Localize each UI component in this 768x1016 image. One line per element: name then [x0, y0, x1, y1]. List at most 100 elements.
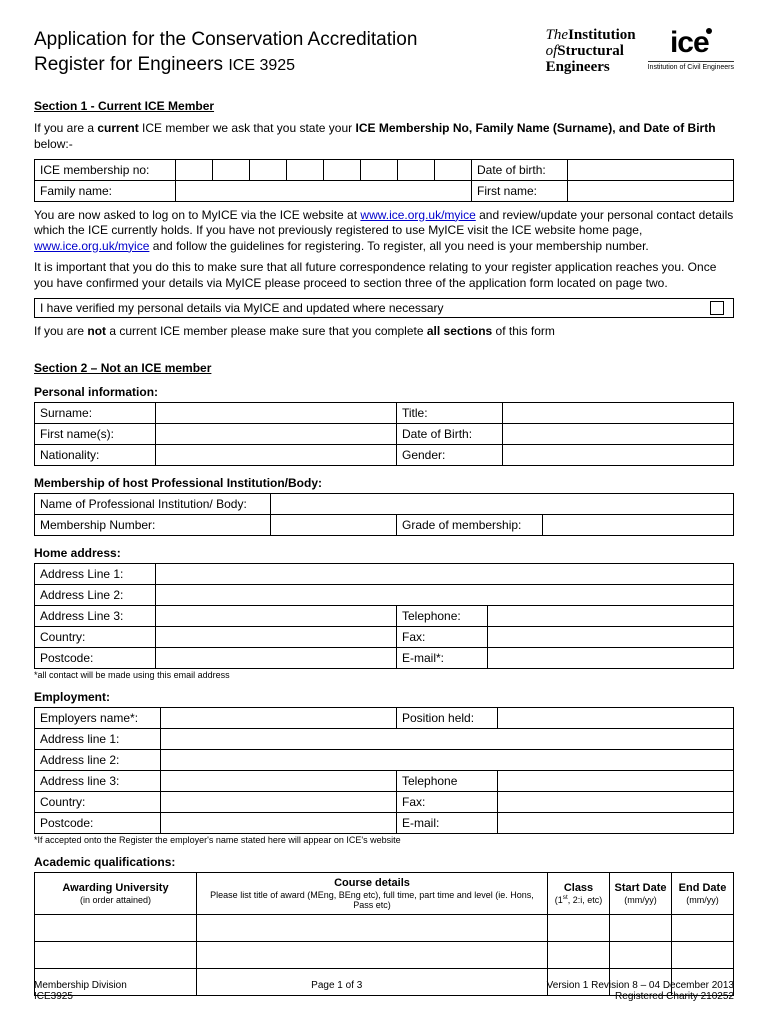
surname-label: Surname: — [35, 403, 156, 424]
academic-table: Awarding University(in order attained) C… — [34, 872, 734, 996]
home-email-label: E-mail*: — [397, 648, 488, 669]
emp-country-field[interactable] — [161, 792, 397, 813]
emp-email-field[interactable] — [498, 813, 734, 834]
footer-left: Membership DivisionICE3925 — [34, 980, 127, 1002]
host-memno-field[interactable] — [271, 515, 397, 536]
footer-right: Version 1 Revision 8 – 04 December 2013R… — [547, 980, 734, 1002]
firstnames-field[interactable] — [156, 424, 397, 445]
family-field[interactable] — [176, 180, 472, 201]
personal-heading: Personal information: — [34, 385, 734, 399]
surname-field[interactable] — [156, 403, 397, 424]
home-tel-field[interactable] — [488, 606, 734, 627]
host-grade-field[interactable] — [543, 515, 734, 536]
col-start: Start Date(mm/yy) — [610, 873, 672, 915]
form-code: ICE 3925 — [228, 57, 295, 74]
home-fax-field[interactable] — [488, 627, 734, 648]
personal-table: Surname: Title: First name(s): Date of B… — [34, 402, 734, 466]
emp-a2-label: Address line 2: — [35, 750, 161, 771]
emp-fax-field[interactable] — [498, 792, 734, 813]
emp-postcode-label: Postcode: — [35, 813, 161, 834]
title-line1: Application for the Conservation Accredi… — [34, 29, 417, 50]
nationality-field[interactable] — [156, 445, 397, 466]
emp-a1-field[interactable] — [161, 729, 734, 750]
verify-text: I have verified my personal details via … — [40, 301, 444, 315]
employment-table: Employers name*: Position held: Address l… — [34, 707, 734, 834]
memno-cell[interactable] — [287, 159, 324, 180]
memno-cell[interactable] — [361, 159, 398, 180]
verify-checkbox[interactable] — [710, 301, 724, 315]
title-field[interactable] — [503, 403, 734, 424]
memno-label: ICE membership no: — [35, 159, 176, 180]
header: Application for the Conservation Accredi… — [34, 28, 734, 77]
emp-pos-label: Position held: — [397, 708, 498, 729]
footer-center: Page 1 of 3 — [311, 980, 362, 1002]
section1-para4: If you are not a current ICE member plea… — [34, 324, 734, 340]
employment-heading: Employment: — [34, 690, 734, 704]
academic-row[interactable] — [35, 942, 734, 969]
myice-link[interactable]: www.ice.org.uk/myice — [360, 208, 475, 222]
host-grade-label: Grade of membership: — [397, 515, 543, 536]
home-heading: Home address: — [34, 546, 734, 560]
home-country-field[interactable] — [156, 627, 397, 648]
member-table: ICE membership no: Date of birth: Family… — [34, 159, 734, 202]
academic-heading: Academic qualifications: — [34, 855, 734, 869]
emp-tel-label: Telephone — [397, 771, 498, 792]
home-a3-field[interactable] — [156, 606, 397, 627]
employment-note: *If accepted onto the Register the emplo… — [34, 835, 734, 845]
home-a1-label: Address Line 1: — [35, 564, 156, 585]
section1-para2: You are now asked to log on to MyICE via… — [34, 208, 734, 255]
home-note: *all contact will be made using this ema… — [34, 670, 734, 680]
memno-cell[interactable] — [435, 159, 472, 180]
family-label: Family name: — [35, 180, 176, 201]
home-postcode-field[interactable] — [156, 648, 397, 669]
gender-field[interactable] — [503, 445, 734, 466]
emp-a3-label: Address line 3: — [35, 771, 161, 792]
emp-email-label: E-mail: — [397, 813, 498, 834]
home-email-field[interactable] — [488, 648, 734, 669]
memno-cell[interactable] — [324, 159, 361, 180]
emp-name-label: Employers name*: — [35, 708, 161, 729]
title-label: Title: — [397, 403, 503, 424]
first-field[interactable] — [568, 180, 734, 201]
home-a3-label: Address Line 3: — [35, 606, 156, 627]
verify-row: I have verified my personal details via … — [34, 298, 734, 318]
home-a1-field[interactable] — [156, 564, 734, 585]
academic-row[interactable] — [35, 915, 734, 942]
emp-a2-field[interactable] — [161, 750, 734, 771]
emp-pos-field[interactable] — [498, 708, 734, 729]
emp-a1-label: Address line 1: — [35, 729, 161, 750]
host-heading: Membership of host Professional Institut… — [34, 476, 734, 490]
col-course: Course detailsPlease list title of award… — [197, 873, 548, 915]
firstnames-label: First name(s): — [35, 424, 156, 445]
emp-country-label: Country: — [35, 792, 161, 813]
home-fax-label: Fax: — [397, 627, 488, 648]
host-table: Name of Professional Institution/ Body: … — [34, 493, 734, 536]
emp-a3-field[interactable] — [161, 771, 397, 792]
memno-cell[interactable] — [398, 159, 435, 180]
p-dob-field[interactable] — [503, 424, 734, 445]
p-dob-label: Date of Birth: — [397, 424, 503, 445]
emp-fax-label: Fax: — [397, 792, 498, 813]
myice-link-2[interactable]: www.ice.org.uk/myice — [34, 239, 149, 253]
emp-tel-field[interactable] — [498, 771, 734, 792]
emp-postcode-field[interactable] — [161, 813, 397, 834]
col-university: Awarding University(in order attained) — [35, 873, 197, 915]
host-memno-label: Membership Number: — [35, 515, 271, 536]
ice-logo: ice Institution of Civil Engineers — [648, 28, 734, 71]
home-a2-field[interactable] — [156, 585, 734, 606]
footer: Membership DivisionICE3925 Page 1 of 3 V… — [34, 980, 734, 1002]
gender-label: Gender: — [397, 445, 503, 466]
dob-field[interactable] — [568, 159, 734, 180]
page-title: Application for the Conservation Accredi… — [34, 28, 546, 77]
home-a2-label: Address Line 2: — [35, 585, 156, 606]
col-class: Class(1st, 2:i, etc) — [548, 873, 610, 915]
col-end: End Date(mm/yy) — [672, 873, 734, 915]
section2-heading: Section 2 – Not an ICE member — [34, 361, 734, 375]
section1-para3: It is important that you do this to make… — [34, 260, 734, 291]
section1-intro: If you are a current ICE member we ask t… — [34, 121, 734, 152]
emp-name-field[interactable] — [161, 708, 397, 729]
host-name-field[interactable] — [271, 494, 734, 515]
memno-cell[interactable] — [250, 159, 287, 180]
memno-cell[interactable] — [213, 159, 250, 180]
memno-cell[interactable] — [176, 159, 213, 180]
